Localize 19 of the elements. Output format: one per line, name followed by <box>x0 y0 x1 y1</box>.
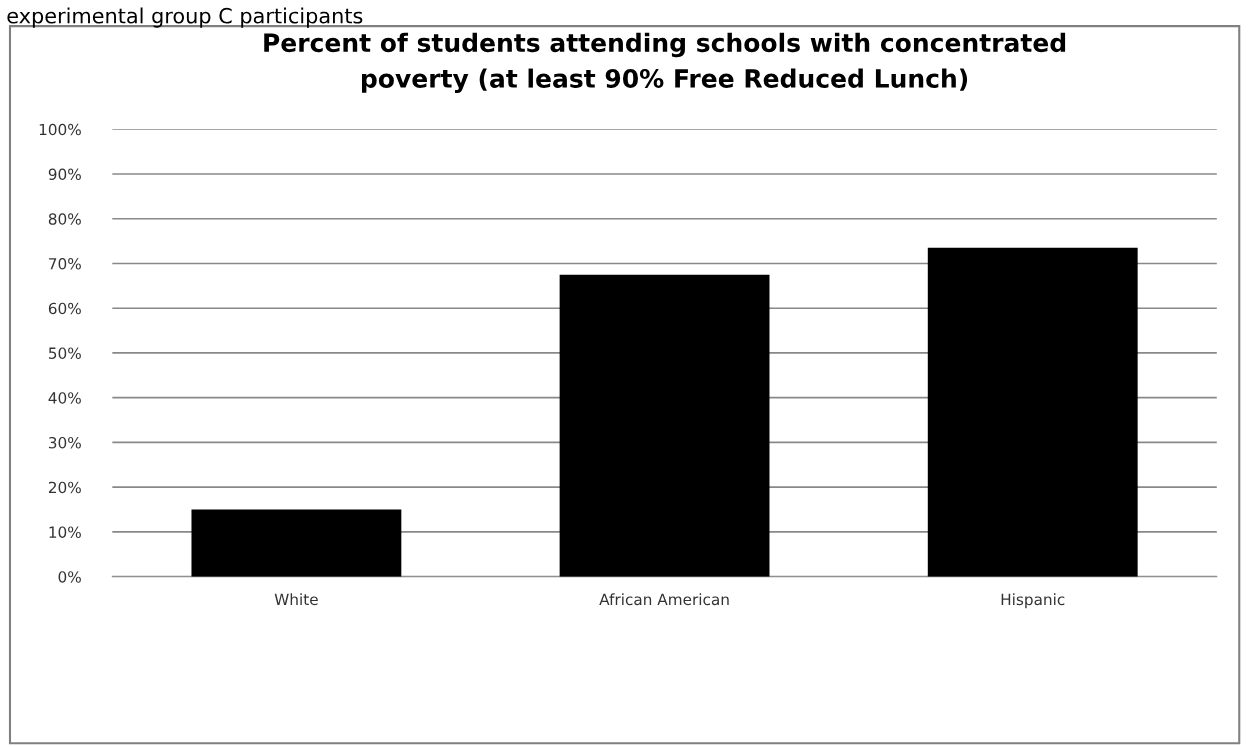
y-tick-label: 100% <box>39 123 81 136</box>
y-tick-label: 60% <box>48 302 81 315</box>
y-tick-label: 80% <box>48 213 81 225</box>
y-tick-label: 50% <box>48 347 81 359</box>
y-tick-label: 0% <box>58 571 81 583</box>
bar <box>927 247 1138 577</box>
text: experimental group C participants <box>7 7 363 28</box>
y-tick-label: 20% <box>48 481 81 494</box>
bar <box>559 274 770 577</box>
y-tick-label: 70% <box>49 257 81 270</box>
x-tick-label: Hispanic <box>1001 593 1065 609</box>
bar <box>191 509 402 577</box>
x-tick-label: White <box>274 593 318 606</box>
y-tick-label: 10% <box>49 526 81 538</box>
chart-title: Percent of students attending schools with concentrated poverty (at least 90% Free Reduced Lunch) <box>264 32 1066 93</box>
x-tick-label: African American <box>599 593 729 606</box>
y-tick-label: 90% <box>48 168 81 180</box>
y-tick-label: 30% <box>48 436 81 449</box>
y-tick-label: 40% <box>48 392 81 404</box>
